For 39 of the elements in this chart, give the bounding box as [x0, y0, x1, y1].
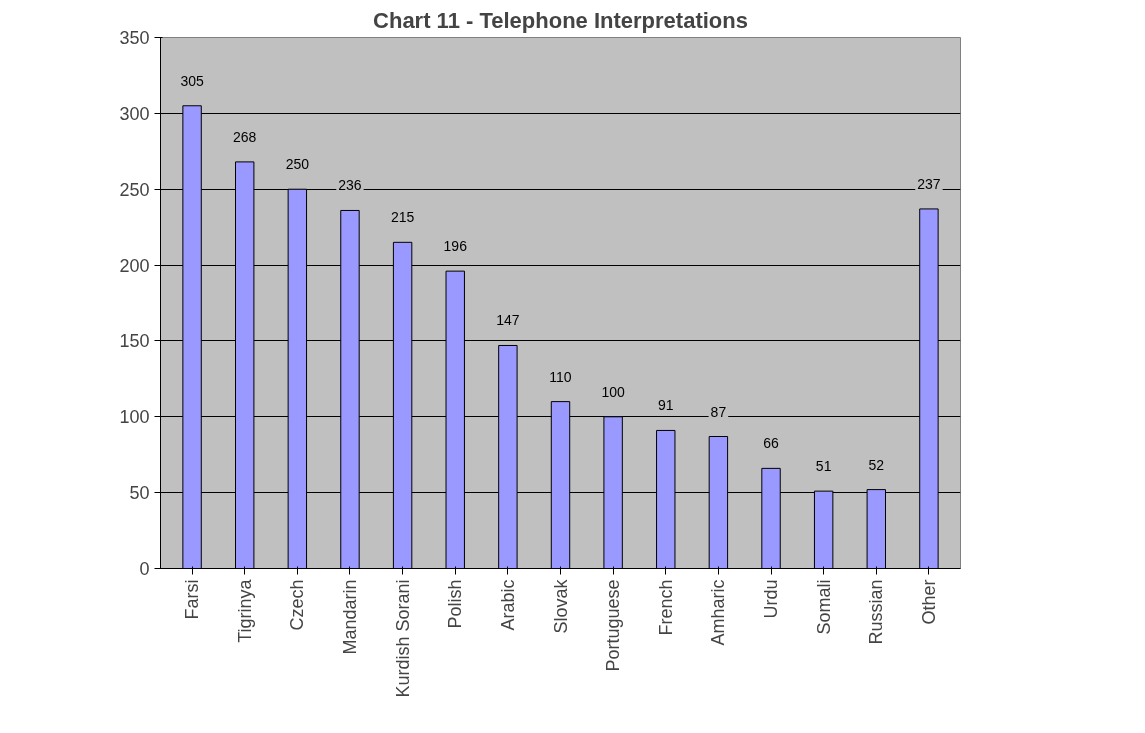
y-tick-label: 0: [139, 559, 150, 579]
x-tick-label: Russian: [866, 579, 887, 645]
data-label: 91: [657, 397, 674, 414]
data-label: 110: [549, 368, 572, 385]
y-tick-label: 300: [119, 103, 150, 124]
x-tick-label: French: [655, 579, 676, 636]
data-label: 51: [815, 458, 832, 475]
data-label: 196: [443, 238, 468, 255]
x-tick-label: Kurdish Sorani: [392, 579, 413, 698]
x-tick-label: Amharic: [708, 579, 729, 646]
data-label: 100: [601, 383, 626, 400]
data-label: 268: [233, 128, 257, 145]
x-tick-label: Tigrinya: [234, 578, 255, 643]
y-tick-label: 350: [119, 28, 150, 48]
chart-title: Chart 11 - Telephone Interpretations: [373, 7, 748, 33]
data-label: 52: [868, 456, 885, 473]
y-tick-label: 150: [119, 331, 150, 352]
y-tick-label: 100: [119, 407, 150, 428]
x-tick-label: Somali: [813, 579, 834, 635]
x-tick-label: Farsi: [182, 579, 203, 620]
data-label: 250: [285, 156, 310, 173]
x-tick-label: Slovak: [550, 578, 571, 634]
y-tick-label: 200: [119, 255, 150, 276]
data-label: 236: [338, 177, 362, 194]
data-label: 87: [710, 403, 727, 420]
x-tick-label: Mandarin: [339, 579, 360, 655]
data-label: 237: [917, 175, 941, 192]
x-tick-label: Polish: [445, 579, 466, 629]
x-tick-label: Urdu: [761, 579, 782, 619]
x-tick-label: Czech: [287, 579, 308, 631]
data-label: 147: [496, 312, 520, 329]
x-tick-label: Other: [918, 579, 939, 625]
x-tick-label: Arabic: [497, 579, 518, 631]
y-tick-label: 250: [119, 179, 150, 200]
data-label: 305: [180, 72, 204, 89]
x-tick-label: Portuguese: [603, 579, 624, 672]
data-label: 215: [390, 209, 415, 226]
y-tick-label: 50: [129, 483, 150, 504]
data-label: 66: [763, 435, 780, 452]
